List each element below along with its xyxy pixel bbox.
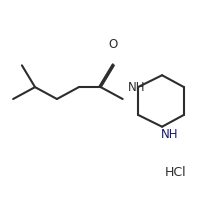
Text: NH: NH	[161, 128, 178, 141]
Text: HCl: HCl	[164, 166, 186, 179]
Text: NH: NH	[128, 81, 146, 94]
Text: O: O	[108, 38, 117, 51]
